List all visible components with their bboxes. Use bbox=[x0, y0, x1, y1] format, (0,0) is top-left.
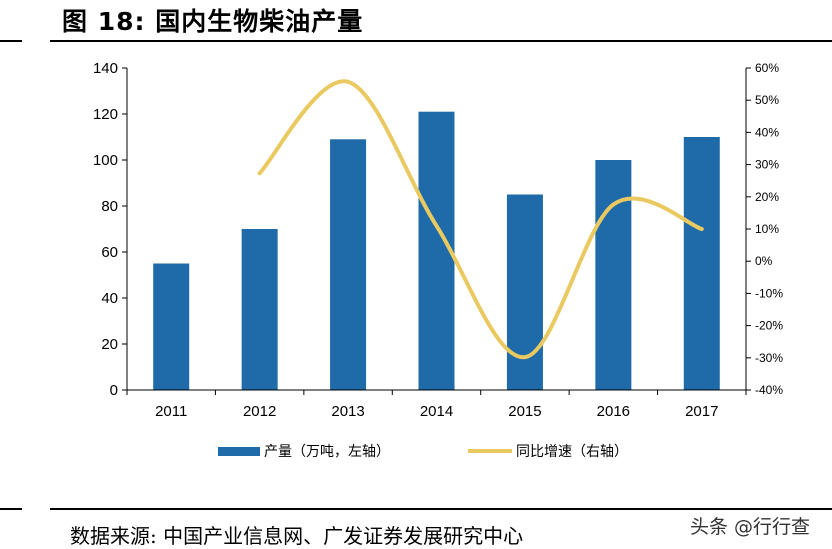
right-tick-label: -30% bbox=[755, 351, 783, 365]
legend-bar-label: 产量（万吨，左轴） bbox=[264, 444, 390, 460]
legend-bar-swatch bbox=[218, 447, 260, 456]
right-tick-label: -10% bbox=[755, 286, 783, 300]
x-tick-label: 2016 bbox=[597, 403, 630, 420]
right-tick-label: -40% bbox=[755, 383, 783, 397]
x-tick-label: 2015 bbox=[508, 403, 541, 420]
right-tick-label: 10% bbox=[755, 222, 779, 236]
line-series bbox=[257, 79, 704, 360]
bar-2016 bbox=[595, 160, 632, 390]
left-tick-label: 60 bbox=[101, 244, 118, 261]
left-tick-label: 140 bbox=[93, 60, 118, 77]
bar-2011 bbox=[153, 263, 190, 390]
right-tick-label: 20% bbox=[755, 190, 779, 204]
bottom-rule bbox=[50, 508, 832, 510]
growth-line bbox=[257, 79, 704, 360]
legend-line-label: 同比增速（右轴） bbox=[516, 444, 628, 460]
right-tick-label: 30% bbox=[755, 158, 779, 172]
bar-2017 bbox=[683, 137, 720, 390]
left-tick-label: 80 bbox=[101, 198, 118, 215]
axes: 0 20 40 60 80 100 120 140 -40% -30% -20% -10% 0% 10% 2… bbox=[93, 60, 783, 420]
left-tick-label: 20 bbox=[101, 336, 118, 353]
top-rule-left bbox=[0, 40, 22, 42]
source-note: 数据来源: 中国产业信息网、广发证券发展研究中心 bbox=[70, 524, 524, 548]
bottom-rule-left bbox=[0, 508, 22, 510]
right-tick-label: 60% bbox=[755, 61, 779, 75]
left-tick-label: 40 bbox=[101, 290, 118, 307]
x-tick-label: 2013 bbox=[331, 403, 364, 420]
right-tick-label: 0% bbox=[755, 254, 773, 268]
x-tick-label: 2017 bbox=[685, 403, 718, 420]
figure-title: 图 18: 国内生物柴油产量 bbox=[62, 7, 364, 36]
bar-2012 bbox=[241, 229, 278, 390]
right-tick-label: 50% bbox=[755, 93, 779, 107]
bar-series bbox=[153, 111, 720, 390]
right-tick-label: 40% bbox=[755, 125, 779, 139]
left-tick-label: 100 bbox=[93, 152, 118, 169]
top-rule bbox=[50, 40, 832, 42]
left-tick-label: 0 bbox=[110, 382, 118, 399]
legend: 产量（万吨，左轴） 同比增速（右轴） bbox=[218, 444, 628, 460]
right-tick-label: -20% bbox=[755, 319, 783, 333]
x-tick-label: 2012 bbox=[243, 403, 276, 420]
watermark: 头条 @行行查 bbox=[690, 516, 811, 538]
bar-2013 bbox=[330, 139, 367, 390]
x-tick-label: 2011 bbox=[155, 403, 187, 420]
left-tick-label: 120 bbox=[93, 106, 118, 123]
bar-2015 bbox=[506, 194, 543, 390]
x-tick-label: 2014 bbox=[420, 403, 453, 420]
